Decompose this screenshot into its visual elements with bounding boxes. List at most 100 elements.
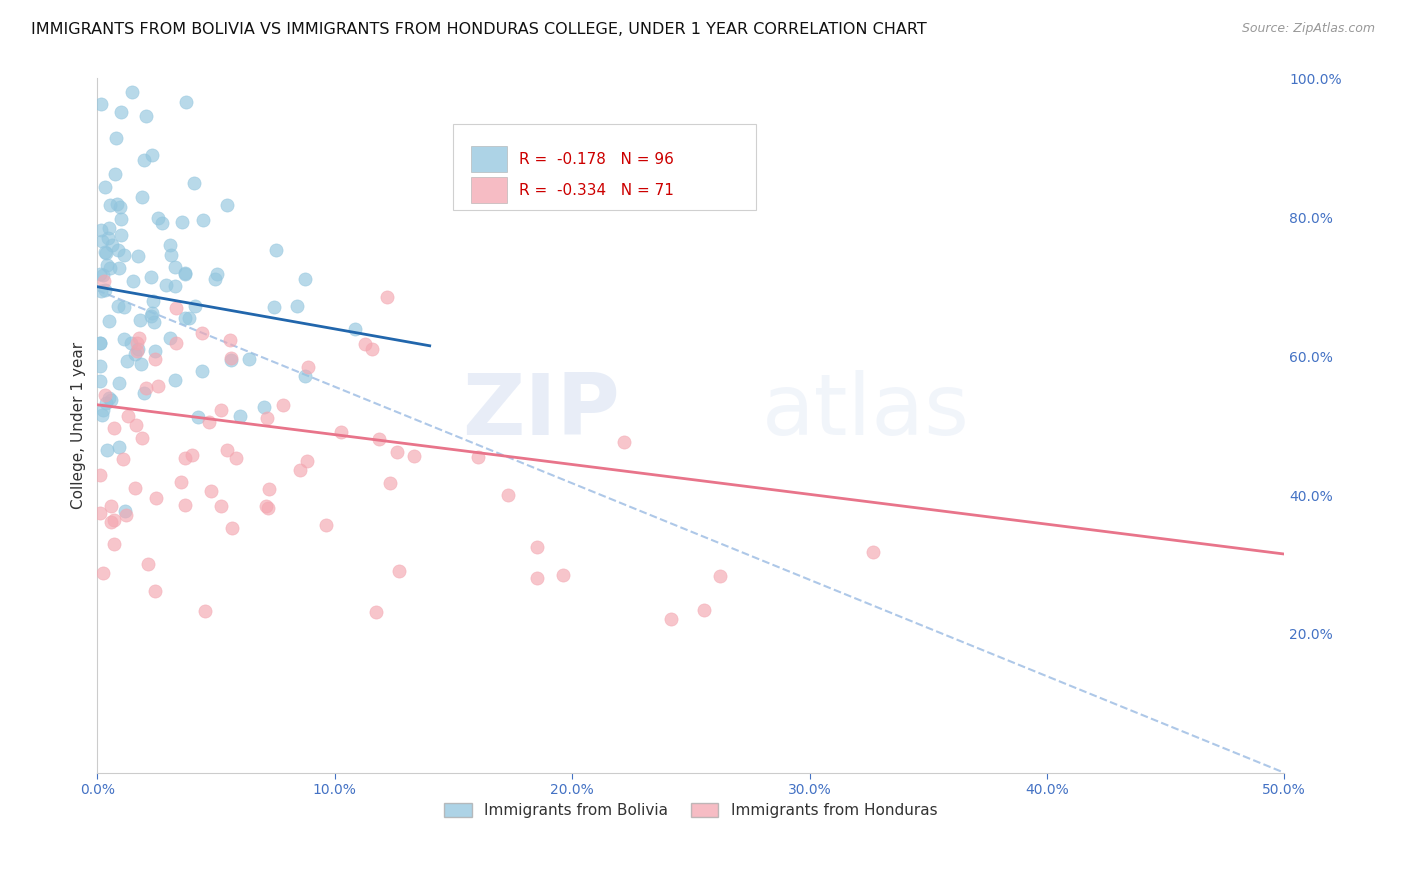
- Point: [125, 336, 148, 351]
- Point: [131, 190, 153, 204]
- Point: [197, 415, 219, 429]
- Point: [165, 335, 187, 350]
- Point: [104, 167, 127, 181]
- Point: [110, 211, 132, 226]
- Point: [367, 432, 389, 446]
- Point: [115, 508, 138, 522]
- Point: [526, 571, 548, 585]
- Point: [218, 333, 240, 347]
- Point: [129, 357, 152, 371]
- Point: [551, 567, 574, 582]
- Point: [496, 488, 519, 502]
- Point: [124, 481, 146, 495]
- Point: [330, 425, 353, 440]
- Point: [343, 322, 366, 336]
- Point: [103, 421, 125, 435]
- Point: [97, 231, 120, 245]
- Point: [89, 335, 111, 350]
- Point: [142, 293, 165, 308]
- Point: [141, 306, 163, 320]
- Point: [110, 104, 132, 119]
- Point: [100, 238, 122, 252]
- Point: [209, 402, 232, 417]
- Point: [100, 515, 122, 529]
- Point: [315, 517, 337, 532]
- Point: [143, 343, 166, 358]
- Text: Source: ZipAtlas.com: Source: ZipAtlas.com: [1241, 22, 1375, 36]
- Point: [129, 313, 152, 327]
- Point: [89, 506, 111, 520]
- Point: [108, 440, 131, 454]
- Point: [174, 498, 197, 512]
- Point: [89, 374, 111, 388]
- Point: [98, 392, 121, 406]
- Point: [219, 351, 242, 365]
- Text: R =  -0.178   N = 96: R = -0.178 N = 96: [519, 153, 673, 167]
- Point: [692, 603, 714, 617]
- Text: ZIP: ZIP: [461, 370, 620, 453]
- Point: [221, 521, 243, 535]
- Point: [155, 278, 177, 293]
- Point: [127, 248, 149, 262]
- Point: [90, 234, 112, 248]
- Point: [146, 211, 169, 226]
- Point: [96, 442, 118, 457]
- Point: [184, 299, 207, 313]
- Point: [163, 260, 186, 274]
- Point: [124, 347, 146, 361]
- Point: [124, 417, 146, 432]
- Point: [121, 86, 143, 100]
- Point: [259, 482, 281, 496]
- Point: [132, 386, 155, 401]
- Point: [404, 449, 426, 463]
- Point: [193, 213, 215, 227]
- Point: [120, 335, 142, 350]
- Point: [174, 95, 197, 109]
- Point: [128, 331, 150, 345]
- Point: [91, 402, 114, 417]
- Point: [139, 310, 162, 324]
- FancyBboxPatch shape: [454, 124, 756, 211]
- Point: [271, 398, 294, 412]
- Point: [165, 278, 187, 293]
- Point: [174, 267, 197, 281]
- Point: [862, 545, 884, 559]
- Point: [110, 228, 132, 243]
- Point: [219, 352, 242, 367]
- Point: [105, 131, 128, 145]
- Point: [100, 499, 122, 513]
- Point: [108, 200, 131, 214]
- Point: [93, 268, 115, 282]
- Point: [96, 246, 118, 260]
- Point: [613, 434, 636, 449]
- Point: [159, 331, 181, 345]
- Point: [297, 359, 319, 374]
- Point: [150, 215, 173, 229]
- Point: [89, 359, 111, 373]
- Point: [173, 310, 195, 325]
- Point: [96, 258, 118, 272]
- Point: [145, 491, 167, 505]
- Point: [142, 315, 165, 329]
- Point: [93, 244, 115, 259]
- Bar: [471, 178, 506, 203]
- Point: [91, 408, 114, 422]
- Point: [103, 537, 125, 551]
- Point: [141, 148, 163, 162]
- Point: [264, 243, 287, 257]
- Point: [127, 343, 149, 357]
- Point: [94, 283, 117, 297]
- Point: [112, 248, 135, 262]
- Point: [112, 332, 135, 346]
- Point: [96, 396, 118, 410]
- Bar: [471, 145, 506, 172]
- Point: [94, 180, 117, 194]
- Point: [215, 198, 238, 212]
- Point: [94, 388, 117, 402]
- Point: [194, 604, 217, 618]
- Point: [287, 299, 309, 313]
- Point: [115, 353, 138, 368]
- Point: [112, 300, 135, 314]
- Point: [177, 311, 200, 326]
- Point: [294, 272, 316, 286]
